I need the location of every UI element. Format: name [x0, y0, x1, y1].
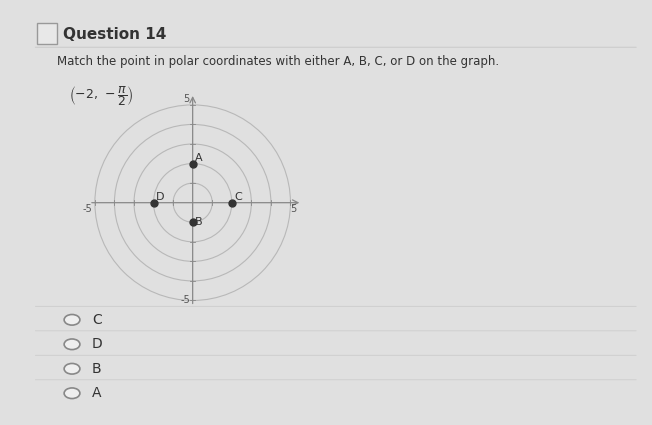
Text: A: A [195, 153, 203, 163]
Text: D: D [92, 337, 103, 351]
Text: C: C [234, 193, 242, 202]
Text: A: A [92, 386, 102, 400]
Circle shape [64, 388, 80, 399]
Text: D: D [156, 193, 164, 202]
Circle shape [64, 314, 80, 325]
Text: Match the point in polar coordinates with either A, B, C, or D on the graph.: Match the point in polar coordinates wit… [57, 55, 499, 68]
Text: 5: 5 [290, 204, 297, 215]
Text: 5: 5 [183, 94, 189, 104]
Text: C: C [92, 313, 102, 327]
Text: Question 14: Question 14 [63, 27, 166, 42]
Text: $\left(-2,\,-\dfrac{\pi}{2}\right)$: $\left(-2,\,-\dfrac{\pi}{2}\right)$ [69, 84, 134, 108]
Text: B: B [195, 217, 203, 227]
Text: B: B [92, 362, 102, 376]
Circle shape [64, 363, 80, 374]
Text: -5: -5 [181, 295, 190, 306]
Text: -5: -5 [82, 204, 92, 215]
Circle shape [64, 339, 80, 350]
FancyBboxPatch shape [37, 23, 57, 44]
